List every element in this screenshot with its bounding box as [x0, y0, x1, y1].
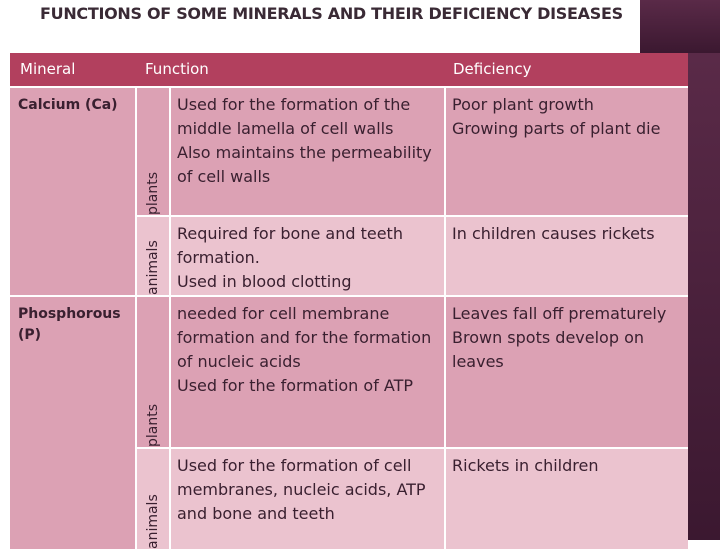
deficiency-cell: Leaves fall off prematurely Brown spots d… [446, 297, 688, 447]
deficiency-cell: In children causes rickets [446, 217, 688, 295]
function-cell: needed for cell membrane formation and f… [171, 297, 444, 447]
deficiency-cell: Rickets in children [446, 449, 688, 549]
text-line: Growing parts of plant die [452, 119, 661, 138]
organism-label: animals [137, 449, 169, 549]
organism-label: plants [137, 297, 169, 447]
text-line: needed for cell membrane formation and f… [177, 304, 432, 371]
text-line: Brown spots develop on leaves [452, 328, 644, 371]
text-line: Used in blood clotting [177, 272, 352, 291]
column-header: Deficiency [453, 60, 532, 78]
header-row [10, 53, 688, 86]
side-panel [640, 0, 720, 53]
function-cell: Required for bone and teeth formation. Us… [171, 217, 444, 295]
text-line: Poor plant growth [452, 95, 594, 114]
organism-label: plants [137, 88, 169, 215]
column-header: Mineral [20, 60, 76, 78]
function-cell: Used for the formation of cell membranes… [171, 449, 444, 549]
slide-title: FUNCTIONS OF SOME MINERALS AND THEIR DEF… [40, 4, 623, 23]
side-panel [688, 53, 720, 540]
text-line: Used for the formation of ATP [177, 376, 414, 395]
text-line: Leaves fall off prematurely [452, 304, 667, 323]
column-header: Function [145, 60, 209, 78]
text-line: In children causes rickets [452, 224, 655, 243]
deficiency-cell: Poor plant growth Growing parts of plant … [446, 88, 688, 215]
text-line: Rickets in children [452, 456, 599, 475]
text-line: Used for the formation of the middle lam… [177, 95, 411, 138]
mineral-cell: Phosphorous (P) [10, 297, 135, 549]
text-line: Required for bone and teeth formation. [177, 224, 403, 267]
text-line: Also maintains the permeability of cell … [177, 143, 432, 186]
function-cell: Used for the formation of the middle lam… [171, 88, 444, 215]
mineral-cell: Calcium (Ca) [10, 88, 135, 295]
text-line: Used for the formation of cell membranes… [177, 456, 426, 523]
organism-label: animals [137, 217, 169, 295]
